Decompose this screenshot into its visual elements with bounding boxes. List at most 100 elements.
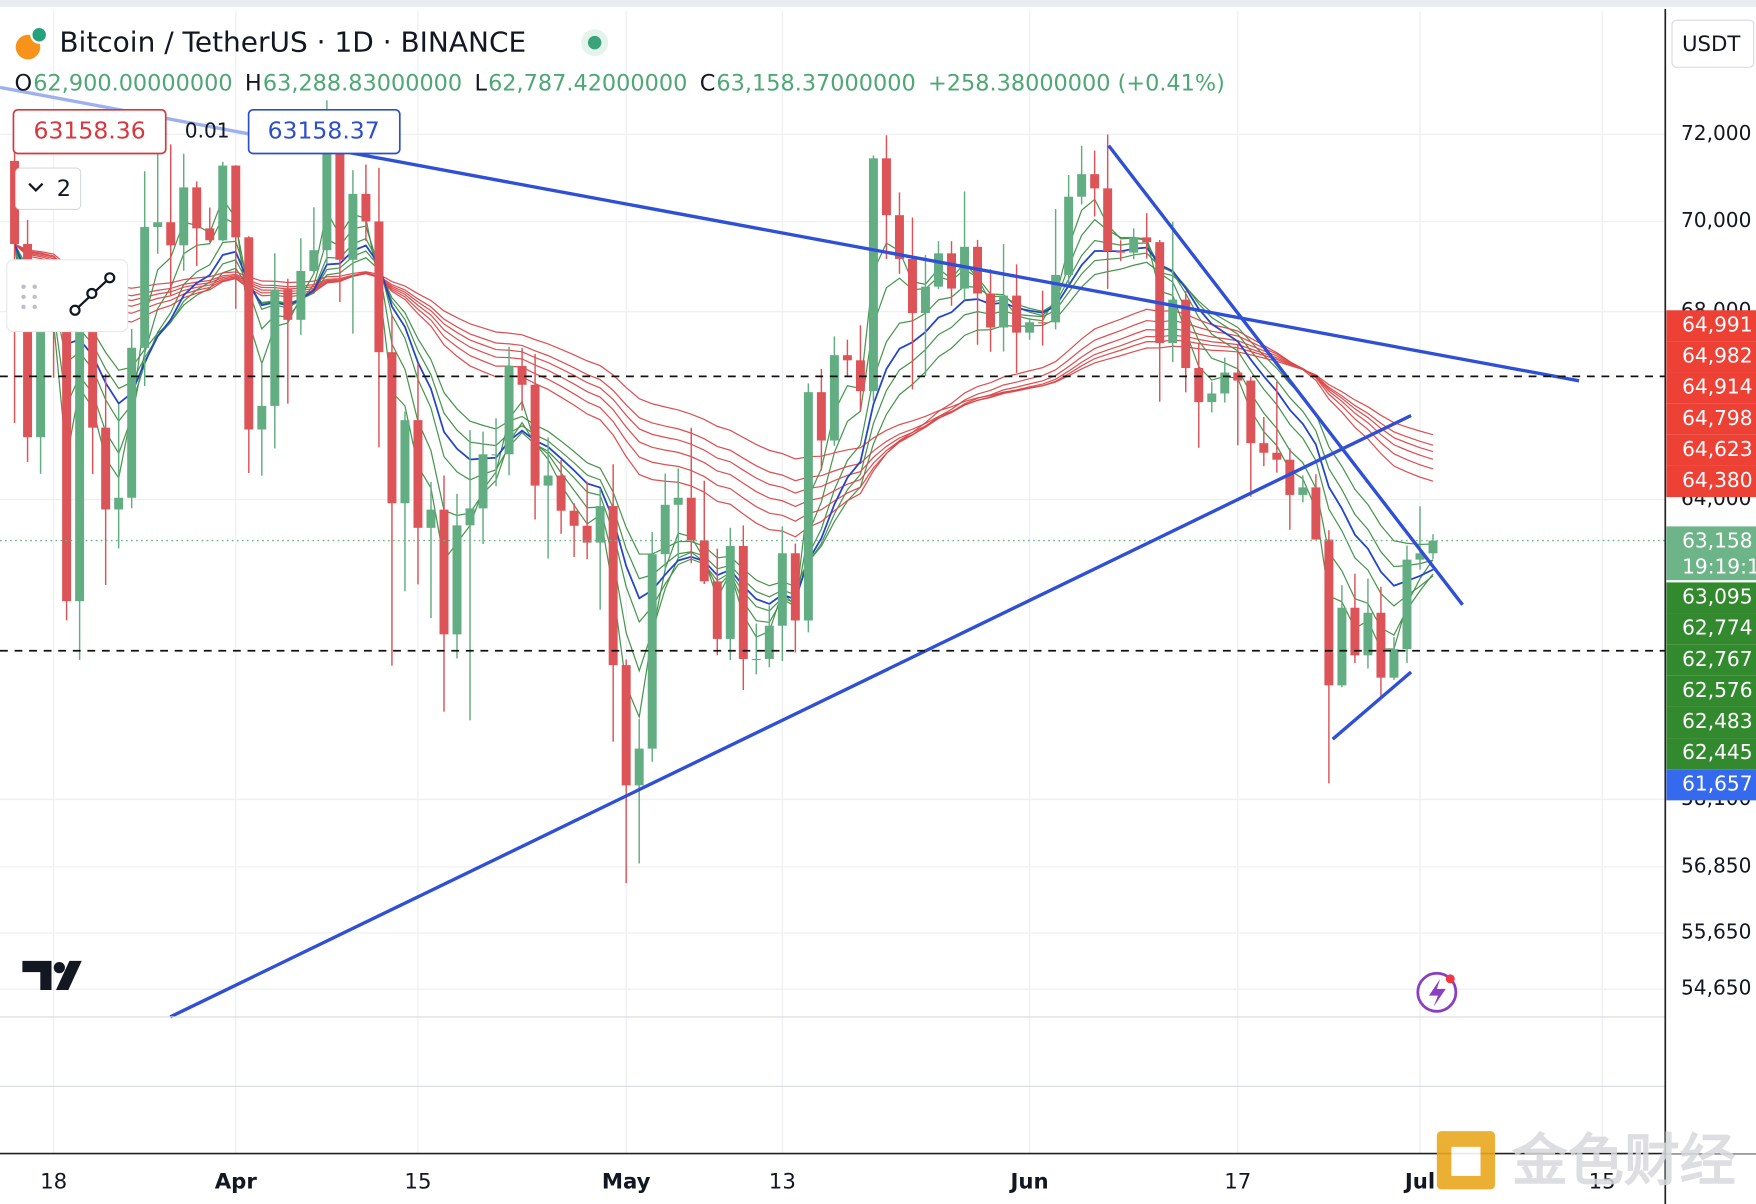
candle-body (556, 475, 566, 511)
indicator-count[interactable]: 2 (57, 176, 71, 202)
ohlc-legend: O 62,900.00000000 H 63,288.83000000 L 62,787.… (15, 71, 916, 97)
y-tick-label: 70,000 (1681, 208, 1751, 232)
top-bar (0, 0, 1756, 7)
candle-body (608, 506, 618, 666)
price-tag-label: 64,914 (1682, 375, 1752, 399)
candle-body (673, 497, 683, 505)
drawing-toolbar (6, 259, 129, 333)
candle-body (335, 150, 345, 260)
price-tag-label: 61,657 (1682, 771, 1752, 795)
y-tick-label: 55,650 (1681, 920, 1751, 944)
candle-body (543, 475, 553, 486)
candle-body (686, 497, 696, 541)
candle-body (166, 222, 176, 246)
candle-body (803, 392, 813, 621)
candle-body (1415, 553, 1425, 560)
candle-body (1064, 196, 1074, 275)
candle-body (517, 365, 527, 385)
candle-body (1025, 322, 1035, 333)
price-tag-label: 62,445 (1682, 740, 1752, 764)
buy-button[interactable] (247, 108, 401, 155)
candle-body (660, 504, 670, 555)
x-tick-label: 18 (40, 1170, 67, 1195)
axis-labels: 72,00070,00068,00064,00058,10056,85055,6… (40, 121, 1751, 1195)
candle-body (647, 554, 657, 749)
watermark: 金色财经 (1511, 1129, 1736, 1194)
candle-body (1038, 322, 1048, 324)
candle-body (244, 237, 254, 430)
price-tag (1666, 434, 1756, 466)
candle-body (1168, 299, 1178, 344)
candle-body (348, 193, 358, 260)
candle-body (114, 497, 124, 510)
x-tick-label: 13 (769, 1170, 796, 1195)
candle-body (751, 658, 761, 661)
trend-line[interactable] (1107, 144, 1464, 606)
candle-body (1428, 540, 1438, 554)
candle-body (699, 540, 709, 582)
candle-body (10, 160, 20, 244)
sell-price[interactable]: 63158.36 (34, 117, 146, 145)
candle-body (1103, 188, 1113, 252)
candle-body (413, 420, 423, 528)
sell-button[interactable] (12, 108, 167, 155)
candle-body (1363, 612, 1373, 656)
candle-body (23, 243, 33, 438)
candle-body (634, 748, 644, 786)
trendline-tool[interactable] (69, 272, 116, 316)
trend-line[interactable] (169, 414, 1412, 1019)
drawings (0, 85, 1666, 1019)
candle-body (1077, 174, 1087, 197)
y-tick-label: 54,650 (1681, 976, 1751, 1000)
watermark-logo (1436, 1131, 1496, 1190)
indicators-toggle[interactable] (15, 167, 82, 211)
candle-body (101, 427, 111, 510)
price-tags: 64,991 64,982 64,914 64,798 64,623 64,380 63,1… (1666, 310, 1756, 801)
candle-body (881, 158, 891, 216)
price-tag (1666, 613, 1756, 645)
candle-body (1220, 372, 1230, 394)
price-tag-label: 62,576 (1682, 678, 1752, 702)
candle-body (1090, 174, 1100, 189)
buy-price[interactable]: 63158.37 (268, 117, 380, 145)
candle-body (1116, 251, 1126, 253)
drag-handle[interactable] (21, 284, 37, 310)
candle-body (842, 355, 852, 361)
candle-body (179, 187, 189, 246)
x-tick-label: 17 (1224, 1170, 1251, 1195)
candle-body (1337, 607, 1347, 686)
candle-body (777, 553, 787, 626)
price-tag (1666, 372, 1756, 404)
notification-dot (1445, 974, 1455, 984)
ohlc-value: 62,787.42000000 (488, 71, 687, 97)
candle-body (1376, 612, 1386, 678)
candle-body (1129, 237, 1139, 253)
ohlc-key: O (15, 71, 33, 97)
candle-body (62, 329, 72, 602)
price-tag (1666, 403, 1756, 435)
x-tick-label: Jul (1403, 1170, 1435, 1195)
candle-body (231, 165, 241, 238)
candle-body (478, 454, 488, 509)
candle-body (1142, 237, 1152, 243)
price-tag (1666, 769, 1756, 801)
price-tag-label: 64,623 (1682, 437, 1752, 461)
trend-line[interactable] (335, 148, 1580, 383)
x-tick-label: Jun (1008, 1170, 1048, 1195)
candle-body (192, 187, 202, 229)
candle-body (894, 215, 904, 259)
price-tag (1666, 310, 1756, 342)
candle-body (868, 158, 878, 392)
currency[interactable]: USDT (1682, 32, 1741, 57)
price-tag (1666, 706, 1756, 739)
change: +258.38000000 (+0.41%) (928, 71, 1225, 97)
trend-line[interactable] (1331, 670, 1413, 741)
ohlc-value: 62,900.00000000 (33, 71, 232, 97)
price-tag-label: 64,798 (1682, 406, 1752, 430)
candle-body (140, 227, 150, 348)
currency-button[interactable] (1671, 19, 1755, 68)
candle-body (947, 253, 956, 289)
